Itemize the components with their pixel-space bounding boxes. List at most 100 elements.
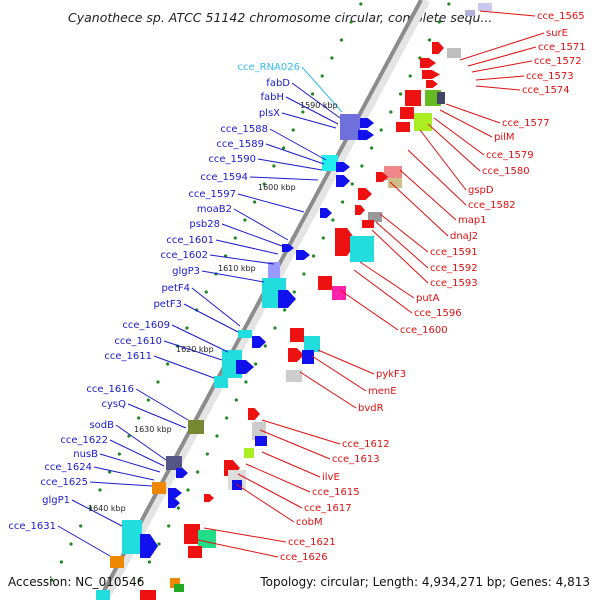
gene-feature[interactable] (140, 590, 156, 600)
gene-label-moab2[interactable]: moaB2 (197, 204, 232, 215)
gene-label-cce-1609[interactable]: cce_1609 (122, 320, 170, 331)
gene-label-cce-1572[interactable]: cce_1572 (534, 56, 582, 67)
gene-feature-arrow[interactable] (432, 42, 444, 54)
gene-label-mene[interactable]: menE (368, 386, 397, 397)
gene-label-petf4[interactable]: petF4 (161, 283, 190, 294)
gene-feature[interactable] (214, 376, 228, 388)
gene-feature[interactable] (255, 436, 267, 446)
gene-label-cce-1577[interactable]: cce_1577 (502, 118, 550, 129)
gene-label-cce-1622[interactable]: cce_1622 (60, 435, 108, 446)
gene-feature[interactable] (388, 178, 402, 188)
gene-label-cce-1574[interactable]: cce_1574 (522, 85, 570, 96)
gene-feature[interactable] (110, 556, 124, 568)
gene-label-cysq[interactable]: cysQ (102, 399, 127, 410)
gene-feature[interactable] (198, 530, 216, 548)
gene-label-cce-1589[interactable]: cce_1589 (216, 139, 264, 150)
gene-label-cce-1631[interactable]: cce_1631 (8, 521, 56, 532)
gene-feature-arrow[interactable] (320, 208, 332, 218)
gene-feature[interactable] (252, 422, 266, 440)
gene-feature-arrow[interactable] (296, 250, 310, 260)
gene-feature[interactable] (244, 448, 254, 458)
gene-label-fabh[interactable]: fabH (260, 92, 284, 103)
gene-label-cce-rna026[interactable]: cce_RNA026 (237, 62, 300, 73)
gene-feature[interactable] (332, 286, 346, 300)
gene-feature-arrow[interactable] (236, 360, 254, 374)
gene-label-sodb[interactable]: sodB (89, 420, 114, 431)
gene-label-cce-1611[interactable]: cce_1611 (104, 351, 152, 362)
gene-label-glgp1[interactable]: glgP1 (42, 495, 70, 506)
gene-label-fabd[interactable]: fabD (266, 78, 290, 89)
gene-feature[interactable] (437, 92, 445, 104)
gene-feature[interactable] (268, 262, 280, 278)
gene-label-cce-1597[interactable]: cce_1597 (188, 189, 236, 200)
gene-label-cce-1626[interactable]: cce_1626 (280, 552, 328, 563)
gene-feature-arrow[interactable] (420, 58, 436, 68)
gene-feature[interactable] (478, 3, 492, 11)
gene-feature[interactable] (414, 113, 432, 131)
gene-label-cce-1591[interactable]: cce_1591 (430, 247, 478, 258)
gene-feature-arrow[interactable] (252, 336, 266, 348)
gene-feature[interactable] (184, 524, 200, 544)
gene-feature[interactable] (302, 350, 314, 364)
gene-feature[interactable] (318, 276, 332, 290)
gene-label-cce-1588[interactable]: cce_1588 (220, 124, 268, 135)
gene-feature-arrow[interactable] (360, 118, 374, 128)
gene-label-map1[interactable]: map1 (458, 215, 487, 226)
gene-label-cce-1590[interactable]: cce_1590 (208, 154, 256, 165)
gene-feature[interactable] (286, 370, 302, 382)
gene-label-plsx[interactable]: plsX (259, 108, 280, 119)
gene-feature-arrow[interactable] (426, 80, 438, 88)
gene-label-ilve[interactable]: ilvE (322, 472, 340, 483)
gene-label-bvdr[interactable]: bvdR (358, 403, 384, 414)
gene-label-cce-1600[interactable]: cce_1600 (400, 325, 448, 336)
gene-feature-arrow[interactable] (278, 290, 296, 308)
gene-feature[interactable] (290, 328, 304, 342)
gene-label-cce-1582[interactable]: cce_1582 (468, 200, 516, 211)
gene-feature-arrow[interactable] (376, 172, 388, 182)
gene-label-pilm[interactable]: pilM (494, 132, 515, 143)
gene-feature[interactable] (170, 578, 180, 588)
gene-feature[interactable] (188, 420, 204, 434)
gene-label-cobm[interactable]: cobM (296, 517, 323, 528)
gene-label-dnaj2[interactable]: dnaJ2 (450, 231, 478, 242)
gene-feature[interactable] (396, 122, 410, 132)
gene-label-cce-1579[interactable]: cce_1579 (486, 150, 534, 161)
gene-feature[interactable] (322, 155, 338, 171)
gene-feature-arrow[interactable] (168, 498, 180, 508)
gene-feature-arrow[interactable] (282, 244, 294, 252)
gene-feature-arrow[interactable] (204, 494, 214, 502)
gene-label-cce-1617[interactable]: cce_1617 (304, 503, 352, 514)
gene-label-cce-1580[interactable]: cce_1580 (482, 166, 530, 177)
gene-feature-arrow[interactable] (336, 162, 350, 172)
gene-label-puta[interactable]: putA (416, 293, 440, 304)
gene-label-cce-1602[interactable]: cce_1602 (160, 250, 208, 261)
gene-feature[interactable] (152, 482, 166, 494)
gene-feature[interactable] (465, 10, 475, 16)
gene-feature[interactable] (447, 48, 461, 58)
gene-feature[interactable] (368, 212, 382, 222)
gene-feature[interactable] (340, 114, 360, 140)
gene-feature[interactable] (188, 546, 202, 558)
gene-feature[interactable] (304, 336, 320, 352)
gene-label-nusb[interactable]: nusB (73, 449, 98, 460)
gene-feature-arrow[interactable] (358, 130, 374, 140)
gene-label-sure[interactable]: surE (546, 28, 568, 39)
gene-feature-arrow[interactable] (355, 205, 365, 215)
gene-label-cce-1596[interactable]: cce_1596 (414, 308, 462, 319)
gene-label-cce-1565[interactable]: cce_1565 (537, 11, 585, 22)
gene-label-pykf3[interactable]: pykF3 (376, 369, 406, 380)
gene-feature[interactable] (174, 584, 184, 592)
gene-feature[interactable] (166, 456, 182, 470)
gene-label-cce-1594[interactable]: cce_1594 (200, 172, 248, 183)
gene-feature-arrow[interactable] (140, 534, 158, 558)
gene-label-cce-1601[interactable]: cce_1601 (166, 235, 214, 246)
gene-feature[interactable] (96, 590, 110, 600)
gene-label-cce-1592[interactable]: cce_1592 (430, 263, 478, 274)
gene-feature-arrow[interactable] (168, 488, 182, 498)
gene-label-cce-1615[interactable]: cce_1615 (312, 487, 360, 498)
gene-feature[interactable] (350, 236, 374, 262)
gene-label-glgp3[interactable]: glgP3 (172, 266, 200, 277)
gene-feature-arrow[interactable] (176, 468, 188, 478)
gene-feature-arrow[interactable] (422, 70, 440, 79)
gene-label-cce-1613[interactable]: cce_1613 (332, 454, 380, 465)
